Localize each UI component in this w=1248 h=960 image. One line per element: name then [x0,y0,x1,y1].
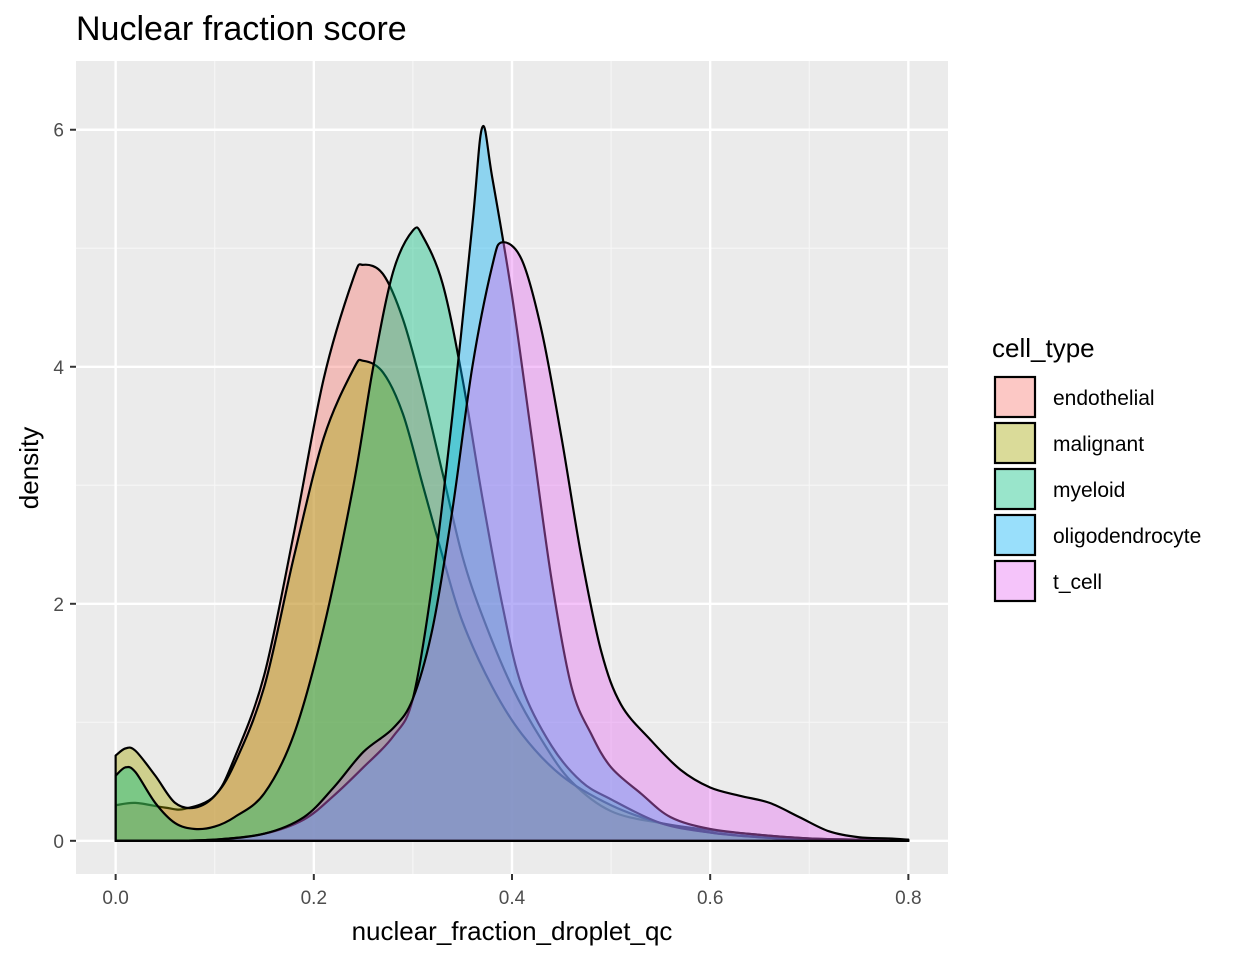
legend-title: cell_type [992,333,1095,363]
density-area-t_cell [114,241,910,843]
legend-label-oligodendrocyte: oligodendrocyte [1053,525,1201,548]
y-tick-label: 6 [53,121,64,142]
density-area-myeloid [114,226,910,843]
density-area-endothelial [114,263,910,842]
x-tick-label: 0.0 [102,888,128,909]
legend-key-background [994,468,1036,510]
legend-swatch-myeloid [993,467,1037,511]
y-tick-label: 2 [53,595,64,616]
y-axis-title: density [14,427,44,509]
x-tick-label: 0.8 [895,888,921,909]
y-tick-labels: 0 2 4 6 [53,121,64,853]
axis-ticks [70,128,910,880]
y-tick-label: 4 [53,358,64,379]
legend-key-background [994,422,1036,464]
legend-key-background [994,376,1036,418]
x-tick-label: 0.6 [697,888,723,909]
legend-label-endothelial: endothelial [1053,387,1155,410]
x-tick-labels: 0.0 0.2 0.4 0.6 0.8 [102,888,921,909]
x-tick-label: 0.2 [301,888,327,909]
legend-label-malignant: malignant [1053,433,1144,456]
legend-key-background [994,560,1036,602]
legend-items: endothelial malignant myeloid oligodendrocy… [993,375,1201,603]
legend-swatch-oligodendrocyte [993,513,1037,557]
density-areas [114,124,910,843]
major-gridlines [76,61,948,874]
x-axis-title: nuclear_fraction_droplet_qc [352,916,673,946]
legend-key-background [994,514,1036,556]
legend-label-myeloid: myeloid [1053,479,1125,502]
x-tick-label: 0.4 [499,888,526,909]
chart-title: Nuclear fraction score [76,10,407,48]
legend-swatch-t_cell [993,559,1037,603]
y-tick-label: 0 [53,832,64,853]
legend-swatch-malignant [993,421,1037,465]
legend: cell_type endothelial malignant myeloid oli… [992,333,1201,603]
legend-label-t_cell: t_cell [1053,571,1102,594]
density-area-oligodendrocyte [114,124,910,843]
legend-swatch-endothelial [993,375,1037,419]
